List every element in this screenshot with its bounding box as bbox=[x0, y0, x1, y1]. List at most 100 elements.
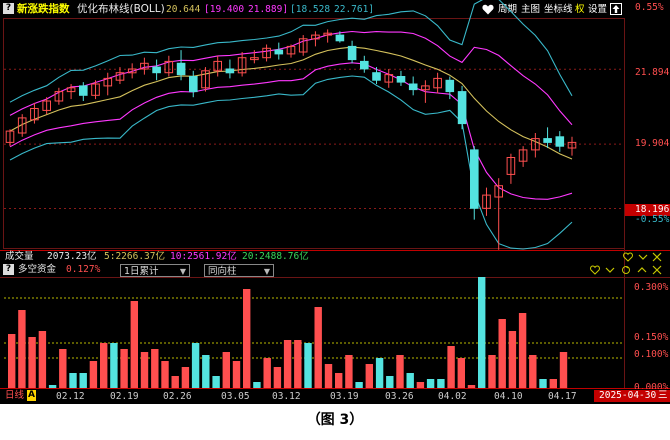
candle-body bbox=[201, 70, 210, 89]
fund-flow-bar bbox=[335, 373, 343, 388]
candle-body bbox=[213, 60, 222, 72]
fund-flow-bar bbox=[202, 355, 210, 388]
date-label: 04.02 bbox=[438, 391, 467, 402]
fund-flow-bar bbox=[508, 331, 517, 388]
outer-band-upper-value: 22.761] bbox=[334, 4, 375, 15]
fund-flow-bar bbox=[518, 313, 527, 388]
fund-flow-bar bbox=[232, 361, 241, 388]
current-date: 2025-04-30 bbox=[599, 390, 657, 401]
collapse-icon[interactable] bbox=[638, 252, 648, 262]
fund-flow-bar bbox=[38, 331, 47, 388]
fund-flow-bar bbox=[345, 355, 353, 388]
date-label: 03.12 bbox=[272, 391, 301, 402]
fund-flow-bar bbox=[467, 385, 476, 388]
fund-flow-bar bbox=[273, 367, 282, 388]
candle-body bbox=[152, 66, 161, 74]
fund-flow-bar bbox=[386, 376, 394, 388]
candle-body bbox=[189, 76, 198, 93]
period-tab[interactable]: 日线 bbox=[5, 390, 25, 401]
outer-band-lower-value: [18.528 bbox=[290, 4, 331, 15]
candlestick-chart[interactable] bbox=[0, 0, 670, 404]
candle-body bbox=[482, 194, 491, 209]
candle-body bbox=[311, 34, 320, 40]
volume-ma10: 10:2561.92亿 bbox=[170, 251, 237, 262]
share-up-icon[interactable] bbox=[610, 3, 622, 15]
candle-body bbox=[347, 45, 357, 61]
close-icon[interactable] bbox=[652, 252, 662, 262]
fund-flow-bar bbox=[549, 379, 557, 388]
candle-body bbox=[384, 74, 394, 83]
sub-help-icon[interactable]: ? bbox=[3, 264, 14, 275]
candle-body bbox=[555, 136, 565, 147]
expand-icon[interactable] bbox=[605, 265, 615, 275]
candle-body bbox=[494, 185, 503, 198]
candle-body bbox=[298, 38, 308, 53]
cycle-button[interactable]: 周期 bbox=[498, 4, 518, 15]
candle-body bbox=[164, 60, 174, 74]
fund-flow-bar bbox=[263, 358, 271, 388]
fund-flow-bar bbox=[48, 385, 57, 388]
heart-outline-icon[interactable] bbox=[590, 265, 600, 275]
candle-body bbox=[408, 83, 418, 91]
price-top-pct: 0.55% bbox=[635, 2, 664, 13]
bar-style-dropdown[interactable]: 同向柱 ▼ bbox=[204, 264, 274, 277]
candle-body bbox=[140, 62, 149, 70]
mid-line-value: 20.644 bbox=[166, 4, 201, 15]
price-label-high: 21.894 bbox=[635, 67, 670, 78]
chevron-up-icon[interactable] bbox=[637, 265, 647, 275]
heart-icon[interactable] bbox=[482, 4, 494, 15]
date-axis: 日线 A 02.12 02.19 02.26 03.05 03.12 03.19… bbox=[0, 389, 670, 404]
help-icon[interactable]: ? bbox=[3, 3, 14, 14]
candle-body bbox=[518, 149, 528, 162]
date-label: 04.10 bbox=[494, 391, 523, 402]
fund-flow-bar bbox=[253, 382, 261, 388]
coordinate-line-button[interactable]: 坐标线 bbox=[544, 4, 573, 15]
candle-body bbox=[176, 62, 186, 76]
date-label: 03.26 bbox=[385, 391, 414, 402]
candle-body bbox=[5, 130, 15, 143]
candle-body bbox=[470, 149, 479, 209]
fund-flow-bar bbox=[488, 355, 496, 388]
candle-body bbox=[66, 87, 76, 93]
candle-body bbox=[286, 45, 296, 55]
fund-flow-bar bbox=[437, 379, 445, 388]
swap-icon[interactable] bbox=[621, 265, 631, 275]
heart-outline-icon[interactable] bbox=[623, 252, 633, 262]
fund-flow-bar bbox=[120, 349, 128, 388]
fund-flow-bar bbox=[539, 379, 547, 388]
indicator-name[interactable]: 优化布林线(BOLL) bbox=[77, 3, 165, 15]
candle-body bbox=[543, 138, 552, 143]
fund-flow-bar bbox=[171, 376, 179, 388]
fund-flow-bar bbox=[314, 307, 322, 388]
accumulation-dropdown-value: 1日累计 bbox=[124, 266, 159, 277]
candle-body bbox=[115, 72, 125, 81]
main-chart-button[interactable]: 主图 bbox=[521, 4, 541, 15]
accumulation-dropdown[interactable]: 1日累计 ▼ bbox=[120, 264, 190, 277]
close-icon[interactable] bbox=[652, 265, 662, 275]
candle-body bbox=[79, 85, 88, 96]
candle-body bbox=[360, 60, 369, 70]
mid-line bbox=[9, 46, 573, 160]
fund-flow-bar bbox=[529, 355, 537, 388]
volume-total: 2073.23亿 bbox=[47, 251, 97, 262]
fund-flow-bar bbox=[406, 373, 414, 388]
fund-flow-bar bbox=[426, 379, 435, 388]
volume-label: 成交量 bbox=[5, 251, 34, 262]
price-label-mid: 19.904 bbox=[635, 138, 670, 149]
settings-button[interactable]: 设置 bbox=[588, 4, 608, 15]
fund-flow-bar bbox=[59, 349, 67, 388]
date-label: 02.26 bbox=[163, 391, 192, 402]
fund-flow-bar bbox=[89, 361, 98, 388]
sub-indicator-label[interactable]: 多空资金 bbox=[18, 264, 57, 275]
date-label: 02.19 bbox=[110, 391, 139, 402]
warning-icon[interactable]: A bbox=[27, 390, 36, 401]
sub-axis-label-000: 0.000% bbox=[634, 382, 669, 393]
last-price-tag bbox=[624, 204, 670, 216]
price-bottom-pct: -0.55% bbox=[635, 214, 670, 225]
index-name: 新涨跌指数 bbox=[17, 3, 70, 15]
rights-button[interactable]: 权 bbox=[575, 4, 585, 15]
fund-flow-bar bbox=[447, 346, 455, 388]
fund-flow-bar bbox=[355, 382, 363, 388]
current-date-tag: 2025-04-30 三 bbox=[594, 390, 670, 402]
fund-flow-bar bbox=[18, 310, 26, 388]
